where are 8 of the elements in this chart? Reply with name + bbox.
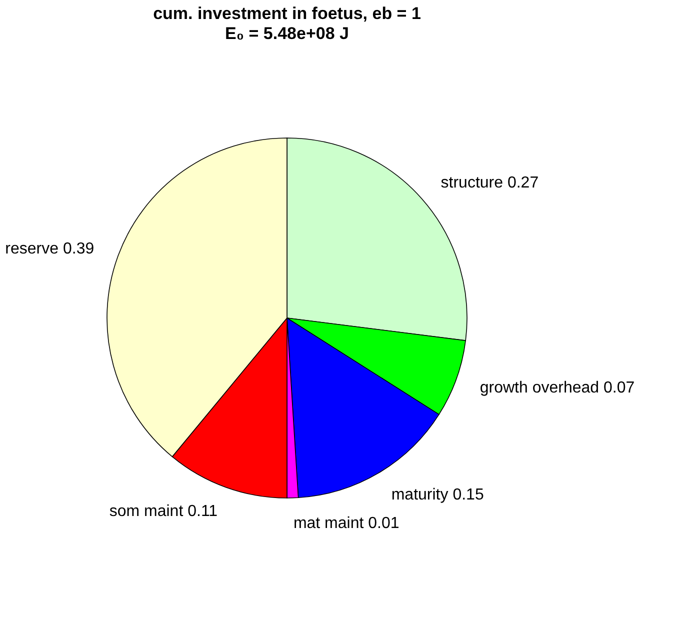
slice-label: maturity 0.15 (391, 486, 484, 504)
chart-title: cum. investment in foetus, eb = 1 (153, 4, 421, 23)
slice-label: growth overhead 0.07 (480, 379, 635, 396)
slice-label: som maint 0.11 (109, 502, 218, 520)
slice-label: structure 0.27 (440, 174, 539, 192)
slice-label: reserve 0.39 (5, 240, 94, 258)
chart-subtitle: E₀ = 5.48e+08 J (225, 24, 349, 43)
slice-label: mat maint 0.01 (293, 514, 400, 532)
